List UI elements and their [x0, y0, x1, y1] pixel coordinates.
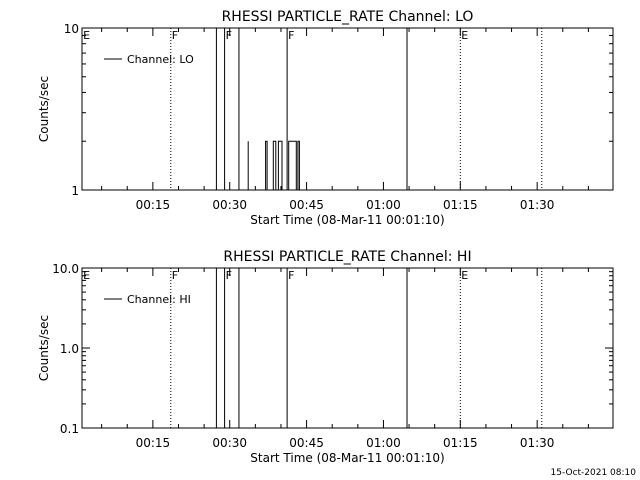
- x-tick-label: 01:15: [443, 198, 478, 212]
- y-tick-label: 1: [71, 184, 79, 198]
- x-axis-label: Start Time (08-Mar-11 00:01:10): [250, 213, 444, 227]
- event-marker-label: F: [226, 269, 232, 282]
- chart-panel-0: RHESSI PARTICLE_RATE Channel: LO 1 10 Count…: [37, 9, 614, 227]
- event-marker-label: E: [83, 29, 90, 42]
- event-marker-label: E: [83, 269, 90, 282]
- y-tick-label: 0.1: [60, 422, 79, 436]
- y-tick-label: 10.0: [52, 262, 79, 276]
- chart-title: RHESSI PARTICLE_RATE Channel: HI: [223, 249, 471, 265]
- x-tick-label: 01:30: [520, 436, 555, 450]
- chart-title: RHESSI PARTICLE_RATE Channel: LO: [222, 9, 474, 25]
- x-axis-label: Start Time (08-Mar-11 00:01:10): [250, 451, 444, 465]
- y-tick-label: 10: [64, 22, 79, 36]
- event-marker-label: F: [172, 269, 178, 282]
- x-tick-label: 01:00: [366, 436, 401, 450]
- series-line-segment: [265, 140, 268, 190]
- event-marker-label: E: [461, 269, 468, 282]
- event-marker-label: F: [288, 29, 294, 42]
- y-axis-label: Counts/sec: [37, 76, 51, 142]
- y-tick-label: 1.0: [60, 342, 79, 356]
- x-tick-label: 00:30: [212, 436, 247, 450]
- event-marker-label: F: [288, 269, 294, 282]
- x-tick-label: 00:30: [212, 198, 247, 212]
- event-marker-label: F: [226, 29, 232, 42]
- plot-frame: [81, 267, 614, 429]
- series-line-segment: [272, 140, 283, 191]
- series-line-segment: [288, 140, 300, 191]
- x-tick-label: 00:45: [289, 436, 324, 450]
- x-tick-label: 00:45: [289, 198, 324, 212]
- x-tick-label: 01:00: [366, 198, 401, 212]
- x-tick-label: 01:30: [520, 198, 555, 212]
- x-tick-label: 00:15: [136, 198, 171, 212]
- x-tick-label: 01:15: [443, 436, 478, 450]
- legend-label: Channel: LO: [127, 53, 194, 66]
- chart-panel-1: RHESSI PARTICLE_RATE Channel: HI 0.1 1.0 10…: [37, 249, 614, 465]
- plot-frame: [81, 27, 614, 191]
- x-tick-label: 00:15: [136, 436, 171, 450]
- legend-label: Channel: HI: [127, 293, 191, 306]
- event-marker-label: F: [172, 29, 178, 42]
- event-marker-label: E: [461, 29, 468, 42]
- footer-timestamp: 15-Oct-2021 08:10: [551, 468, 637, 478]
- y-axis-label: Counts/sec: [37, 315, 51, 381]
